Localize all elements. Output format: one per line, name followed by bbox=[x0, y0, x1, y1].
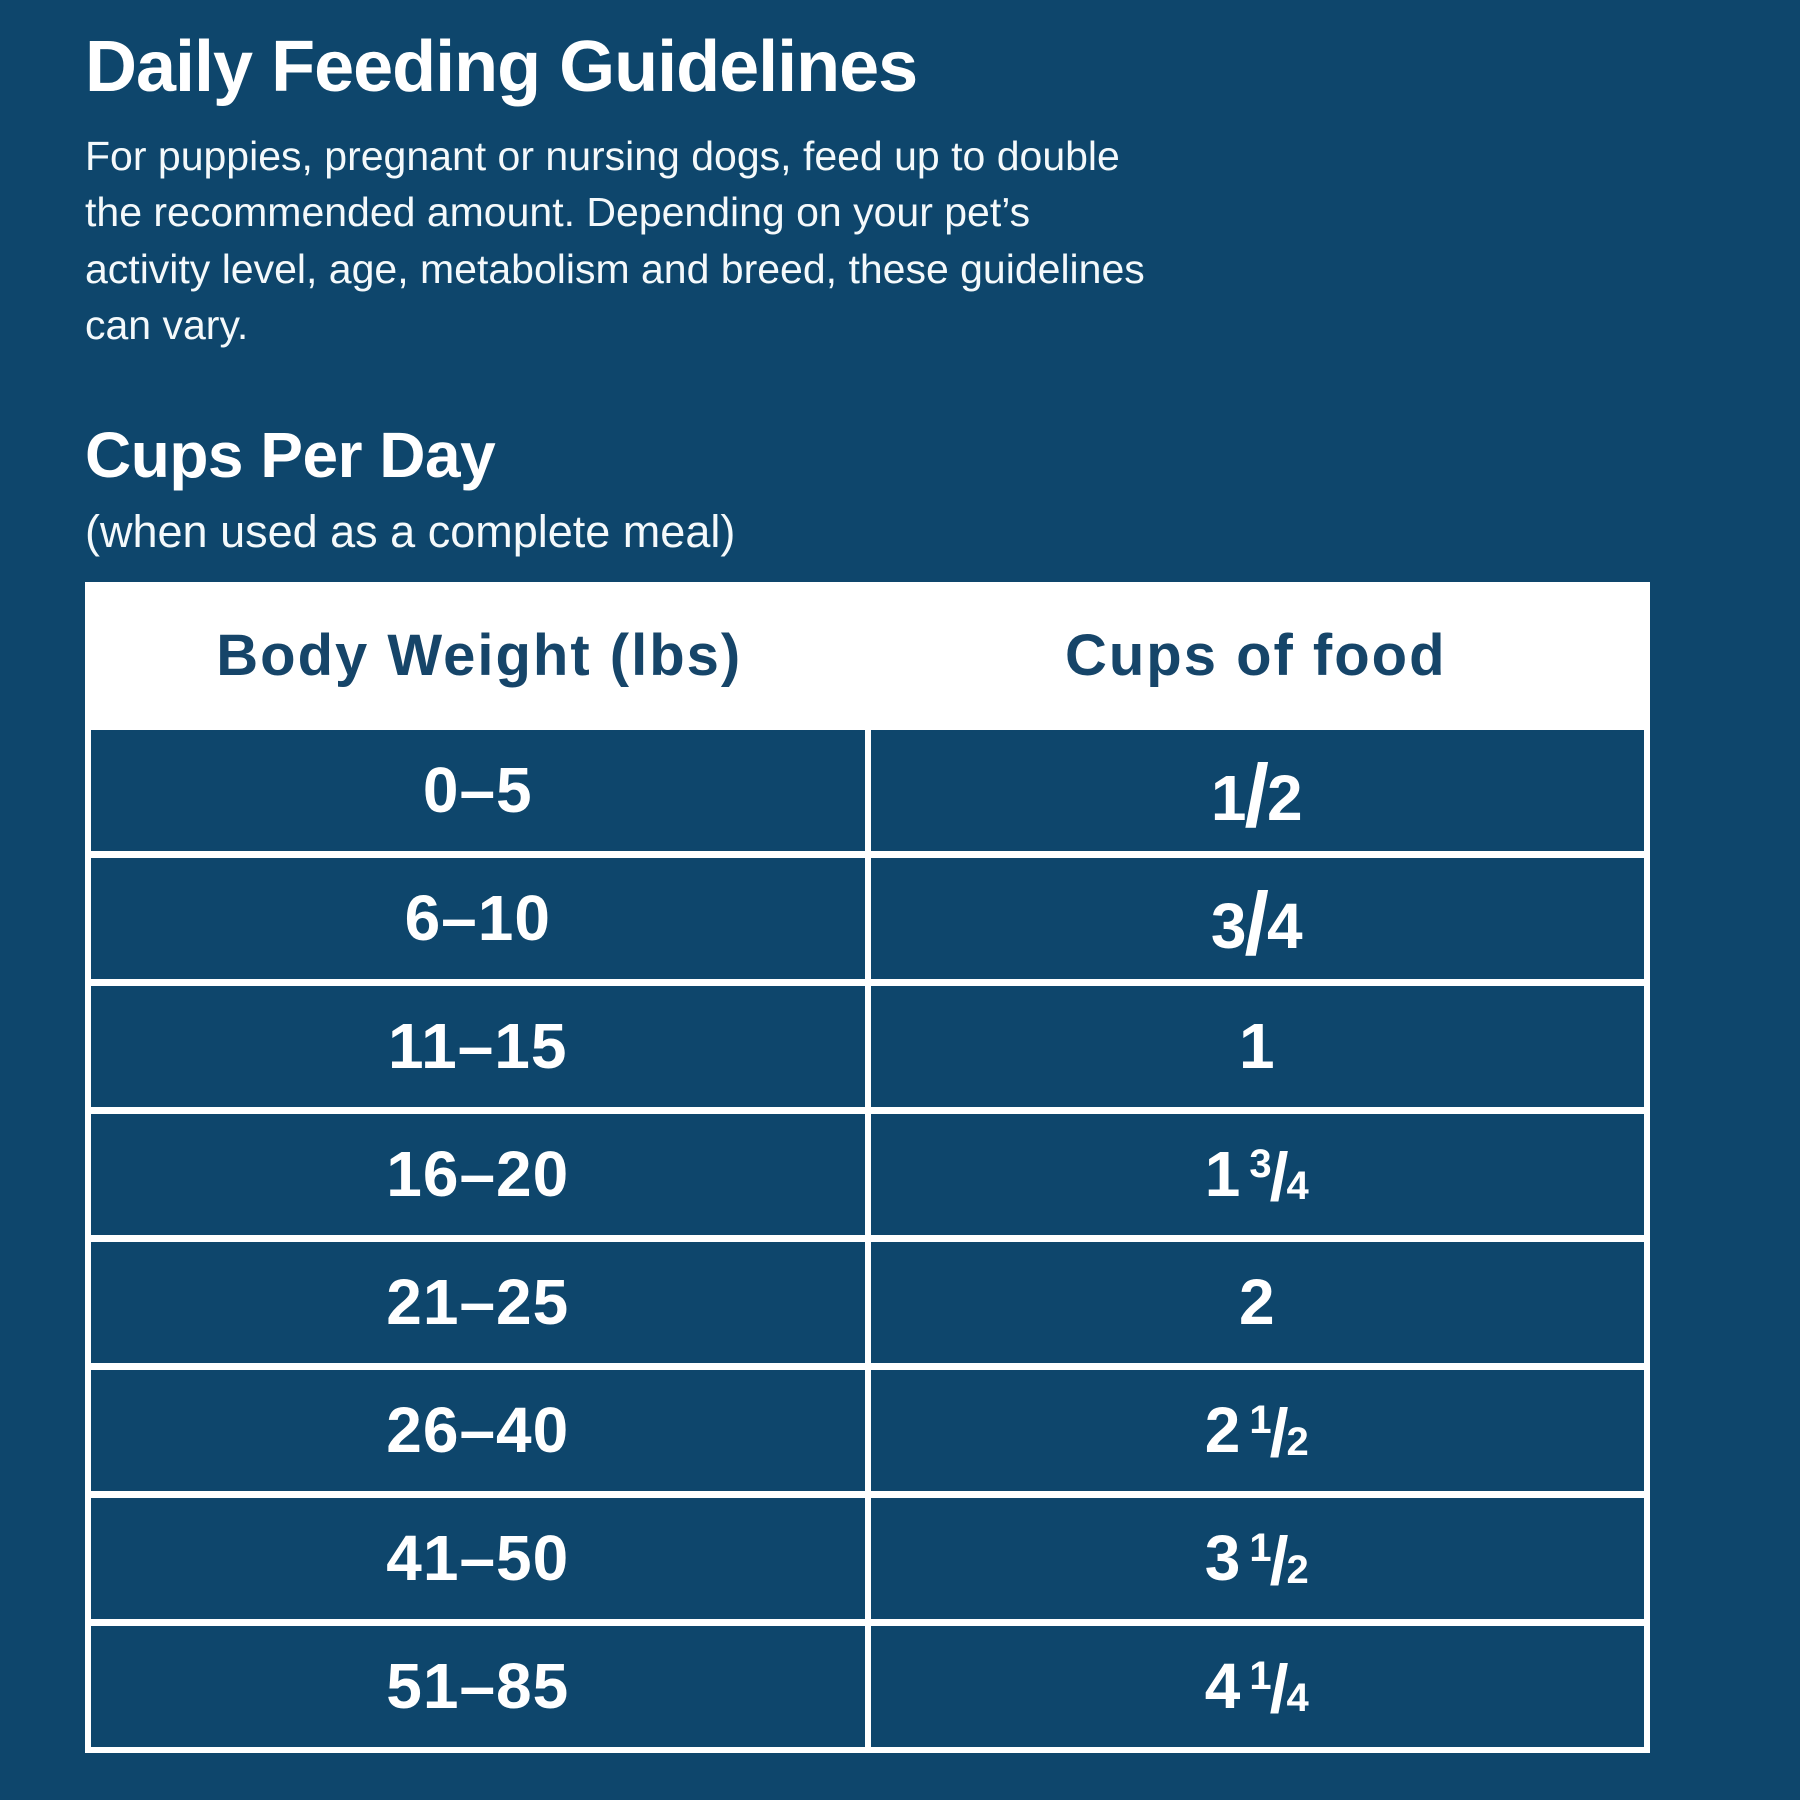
fraction-denominator: 4 bbox=[1266, 890, 1304, 963]
body-weight-cell: 6–10 bbox=[91, 857, 865, 979]
table-row: 0–5 1/2 bbox=[91, 729, 1644, 851]
body-weight-cell: 51–85 bbox=[91, 1625, 865, 1747]
table-row: 26–40 2 1/2 bbox=[91, 1369, 1644, 1491]
fraction-numerator: 3 bbox=[1210, 890, 1248, 963]
table-header-row: Body Weight (lbs) Cups of food bbox=[91, 582, 1644, 730]
section-subtitle: (when used as a complete meal) bbox=[85, 505, 736, 557]
fraction-slash: / bbox=[1269, 1395, 1290, 1472]
body-weight-cell: 11–15 bbox=[91, 985, 865, 1107]
column-header-cups-of-food: Cups of food bbox=[1064, 623, 1447, 689]
table-row: 41–50 3 1/2 bbox=[91, 1497, 1644, 1619]
fraction-denominator: 2 bbox=[1286, 1420, 1310, 1465]
cups-fraction: 3/4 bbox=[1249, 1140, 1310, 1211]
cups-of-food-cell: 1/2 bbox=[870, 729, 1644, 851]
fraction-numerator: 1 bbox=[1249, 1398, 1273, 1443]
cups-fraction: 1/2 bbox=[1249, 1524, 1310, 1595]
table-row: 51–85 4 1/4 bbox=[91, 1625, 1644, 1747]
fraction-numerator: 1 bbox=[1249, 1526, 1273, 1571]
section-title: Cups Per Day bbox=[85, 418, 496, 491]
cups-of-food-cell: 2 bbox=[870, 1241, 1644, 1363]
cups-whole-number: 4 bbox=[1204, 1650, 1242, 1723]
feeding-table: Body Weight (lbs) Cups of food 0–5 1/2 6–1… bbox=[85, 581, 1650, 1753]
table-row: 21–25 2 bbox=[91, 1241, 1644, 1363]
fraction-slash: / bbox=[1269, 1139, 1290, 1216]
table-row: 16–20 1 3/4 bbox=[91, 1113, 1644, 1235]
cups-fraction: 1/2 bbox=[1249, 1396, 1310, 1467]
fraction-slash: / bbox=[1244, 746, 1270, 846]
cups-of-food-cell: 1 bbox=[870, 985, 1644, 1107]
cups-fraction: 1/2 bbox=[1210, 746, 1304, 840]
cups-whole-number: 1 bbox=[1204, 1138, 1242, 1211]
table-body: 0–5 1/2 6–10 3/4 11–15 1 16–20 1 3/4 21–25 2 26–40 2… bbox=[91, 729, 1644, 1747]
cups-whole-number: 3 bbox=[1204, 1522, 1242, 1595]
cups-of-food-cell: 2 1/2 bbox=[870, 1369, 1644, 1491]
cups-whole-number: 2 bbox=[1204, 1394, 1242, 1467]
fraction-denominator: 2 bbox=[1286, 1548, 1310, 1593]
cups-of-food-cell: 3/4 bbox=[870, 857, 1644, 979]
fraction-slash: / bbox=[1269, 1651, 1290, 1728]
cups-of-food-cell: 3 1/2 bbox=[870, 1497, 1644, 1619]
cups-fraction: 3/4 bbox=[1210, 874, 1304, 968]
body-weight-cell: 41–50 bbox=[91, 1497, 865, 1619]
body-weight-cell: 26–40 bbox=[91, 1369, 865, 1491]
cups-of-food-cell: 1 3/4 bbox=[870, 1113, 1644, 1235]
fraction-denominator: 4 bbox=[1286, 1676, 1310, 1721]
fraction-numerator: 1 bbox=[1210, 762, 1248, 835]
fraction-numerator: 3 bbox=[1249, 1142, 1273, 1187]
body-weight-cell: 0–5 bbox=[91, 729, 865, 851]
column-header-body-weight: Body Weight (lbs) bbox=[216, 623, 743, 689]
body-weight-cell: 16–20 bbox=[91, 1113, 865, 1235]
intro-text: For puppies, pregnant or nursing dogs, f… bbox=[85, 132, 1145, 349]
fraction-denominator: 2 bbox=[1266, 762, 1304, 835]
cups-whole-number: 1 bbox=[1238, 1010, 1276, 1083]
table-row: 11–15 1 bbox=[91, 985, 1644, 1107]
fraction-denominator: 4 bbox=[1286, 1164, 1310, 1209]
fraction-slash: / bbox=[1244, 874, 1270, 974]
body-weight-cell: 21–25 bbox=[91, 1241, 865, 1363]
cups-of-food-cell: 4 1/4 bbox=[870, 1625, 1644, 1747]
cups-fraction: 1/4 bbox=[1249, 1652, 1310, 1723]
fraction-slash: / bbox=[1269, 1523, 1290, 1600]
fraction-numerator: 1 bbox=[1249, 1654, 1273, 1699]
page-title: Daily Feeding Guidelines bbox=[85, 27, 918, 107]
cups-whole-number: 2 bbox=[1238, 1266, 1276, 1339]
table-row: 6–10 3/4 bbox=[91, 857, 1644, 979]
